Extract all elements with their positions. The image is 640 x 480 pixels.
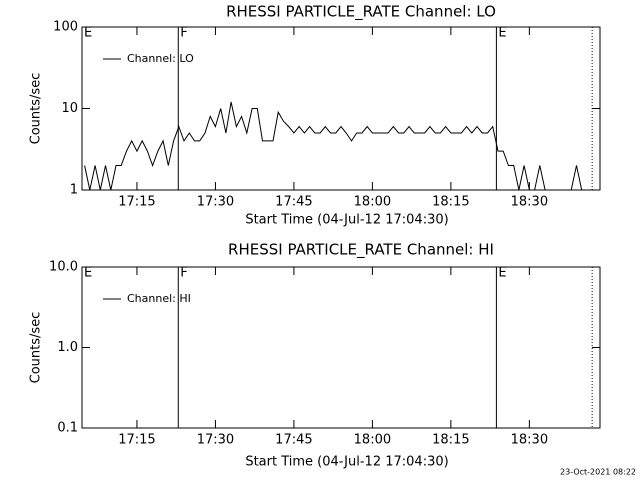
legend-label: Channel: LO <box>127 52 194 65</box>
event-label: E <box>498 266 506 281</box>
event-label: E <box>84 26 92 41</box>
footer: 23-Oct-2021 08:22 <box>560 468 636 477</box>
chart-title: RHESSI PARTICLE_RATE Channel: HI <box>228 241 494 260</box>
legend-label: Channel: HI <box>127 292 191 305</box>
x-tick-label: 18:00 <box>354 195 391 210</box>
y-tick-label: 1 <box>70 183 78 198</box>
x-tick-label: 17:15 <box>118 195 155 210</box>
y-tick-label: 1.0 <box>57 340 78 355</box>
x-tick-label: 18:00 <box>354 433 391 448</box>
event-label: F <box>180 266 187 281</box>
y-tick-label: 0.1 <box>57 421 78 436</box>
y-tick-label: 100 <box>53 20 78 35</box>
y-axis-label: Counts/sec <box>29 73 44 145</box>
x-tick-label: 17:45 <box>275 195 312 210</box>
x-tick-label: 18:15 <box>432 195 469 210</box>
x-tick-label: 18:15 <box>432 433 469 448</box>
y-axis-label: Counts/sec <box>29 312 44 384</box>
x-tick-label: 17:45 <box>275 433 312 448</box>
event-label: E <box>498 26 506 41</box>
x-tick-label: 18:30 <box>511 433 548 448</box>
x-tick-label: 17:15 <box>118 433 155 448</box>
event-label: F <box>180 26 187 41</box>
x-tick-label: 18:30 <box>511 195 548 210</box>
data-line <box>84 101 583 191</box>
x-axis-label: Start Time (04-Jul-12 17:04:30) <box>245 213 448 228</box>
x-tick-label: 17:30 <box>197 195 234 210</box>
y-tick-label: 10 <box>61 101 78 116</box>
x-tick-label: 17:30 <box>197 433 234 448</box>
x-axis-label: Start Time (04-Jul-12 17:04:30) <box>245 455 448 470</box>
y-tick-label: 10.0 <box>49 260 78 275</box>
chart-title: RHESSI PARTICLE_RATE Channel: LO <box>226 3 496 22</box>
event-label: E <box>84 266 92 281</box>
